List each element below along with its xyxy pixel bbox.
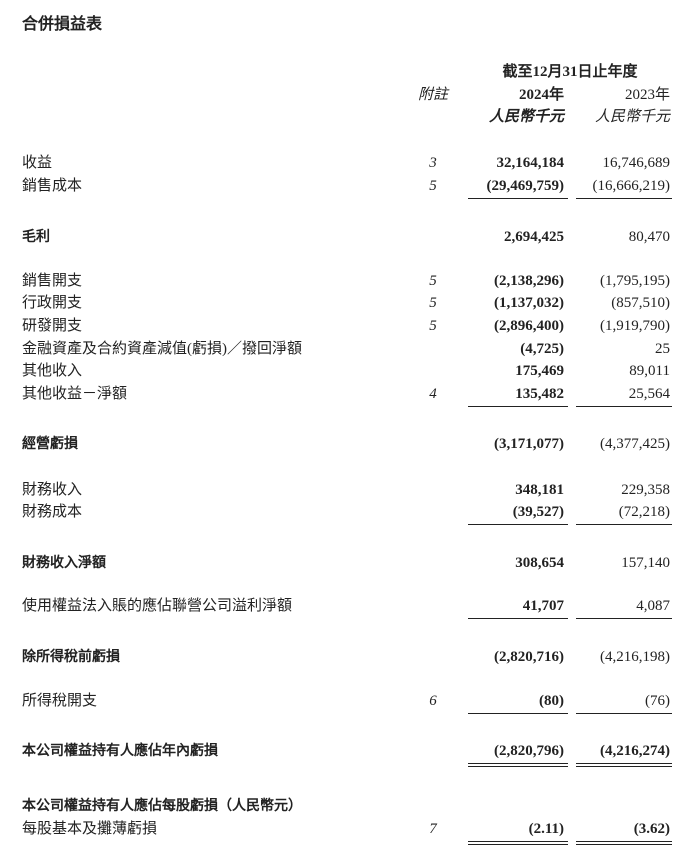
underline (468, 524, 568, 525)
amount: (2,896,400) (494, 318, 564, 334)
amount: (2,138,296) (494, 273, 564, 289)
row-label: 毛利 (22, 229, 50, 245)
underline (468, 618, 568, 619)
row-label: 銷售開支 (22, 273, 83, 289)
amount: 175,469 (515, 363, 564, 379)
amount: (1,919,790) (600, 318, 670, 334)
amount: (4,216,274) (600, 743, 670, 759)
note-ref: 3 (429, 155, 437, 171)
amount: 41,707 (522, 598, 564, 614)
note-ref: 7 (429, 821, 437, 837)
amount: (2,820,716) (494, 649, 564, 665)
underline (576, 713, 672, 714)
underline (468, 844, 568, 845)
amount: 16,746,689 (602, 155, 671, 171)
underline (468, 713, 568, 714)
row-label: 收益 (22, 155, 53, 171)
amount: (39,527) (512, 504, 564, 520)
row-label: 財務收入 (22, 482, 83, 498)
unit: 人民幣千元 (488, 109, 564, 125)
amount: (76) (645, 693, 670, 709)
underline (468, 406, 568, 407)
underline (468, 841, 568, 842)
row-label: 行政開支 (22, 295, 83, 311)
row-label: 經營虧損 (22, 436, 78, 452)
amount: 308,654 (515, 555, 564, 571)
row-label: 所得稅開支 (22, 693, 98, 709)
note-ref: 5 (429, 295, 437, 311)
underline (576, 618, 672, 619)
row-label: 其他收入 (22, 363, 83, 379)
amount: (4,725) (520, 341, 564, 357)
underline (576, 763, 672, 764)
amount: (857,510) (611, 295, 670, 311)
row-label: 本公司權益持有人應佔每股虧損（人民幣元） (22, 798, 302, 814)
row-label: 金融資產及合約資產減值(虧損)／撥回淨額 (22, 341, 302, 357)
underline (468, 766, 568, 767)
note-ref: 5 (429, 318, 437, 334)
amount: (1,137,032) (494, 295, 564, 311)
amount: (16,666,219) (592, 178, 671, 194)
row-label: 使用權益法入賬的應佔聯營公司溢利淨額 (22, 598, 293, 614)
amount: (2.11) (528, 821, 564, 837)
row-label: 財務收入淨額 (22, 555, 106, 571)
title: 合併損益表 (22, 14, 103, 33)
row-label: 本公司權益持有人應佔年內虧損 (22, 743, 218, 759)
amount: 4,087 (636, 598, 670, 614)
underline (576, 841, 672, 842)
row-label: 除所得稅前虧損 (22, 649, 120, 665)
period: 截至12月31日止年度 (502, 64, 638, 80)
amount: 2,694,425 (504, 229, 564, 245)
year: 2024年 (518, 87, 564, 103)
amount: (3,171,077) (494, 436, 564, 452)
amount: (72,218) (618, 504, 670, 520)
amount: 229,358 (621, 482, 670, 498)
amount: 80,470 (628, 229, 670, 245)
amount: 348,181 (515, 482, 564, 498)
row-label: 銷售成本 (22, 178, 83, 194)
amount: 135,482 (515, 386, 564, 402)
amount: (2,820,796) (494, 743, 564, 759)
row-label: 其他收益－淨額 (22, 386, 128, 402)
underline (468, 763, 568, 764)
amount: 89,011 (629, 363, 670, 379)
row-label: 每股基本及攤薄虧損 (22, 821, 158, 837)
amount: 25 (655, 341, 670, 357)
amount: 25,564 (628, 386, 670, 402)
amount: (1,795,195) (600, 273, 670, 289)
underline (468, 198, 568, 199)
amount: (80) (539, 693, 564, 709)
row-label: 財務成本 (22, 504, 83, 520)
amount: (4,216,198) (600, 649, 670, 665)
note-ref: 4 (429, 386, 437, 402)
note-heading: 附註 (417, 87, 448, 103)
underline (576, 198, 672, 199)
amount: (4,377,425) (600, 436, 670, 452)
note-ref: 5 (429, 273, 437, 289)
amount: 157,140 (621, 555, 670, 571)
year: 2023年 (624, 87, 670, 103)
amount: (3.62) (633, 821, 670, 837)
row-label: 研發開支 (22, 318, 83, 334)
note-ref: 6 (429, 693, 437, 709)
underline (576, 766, 672, 767)
amount: (29,469,759) (486, 178, 565, 194)
underline (576, 844, 672, 845)
unit: 人民幣千元 (594, 109, 670, 125)
underline (576, 524, 672, 525)
amount: 32,164,184 (496, 155, 565, 171)
underline (576, 406, 672, 407)
note-ref: 5 (429, 178, 437, 194)
